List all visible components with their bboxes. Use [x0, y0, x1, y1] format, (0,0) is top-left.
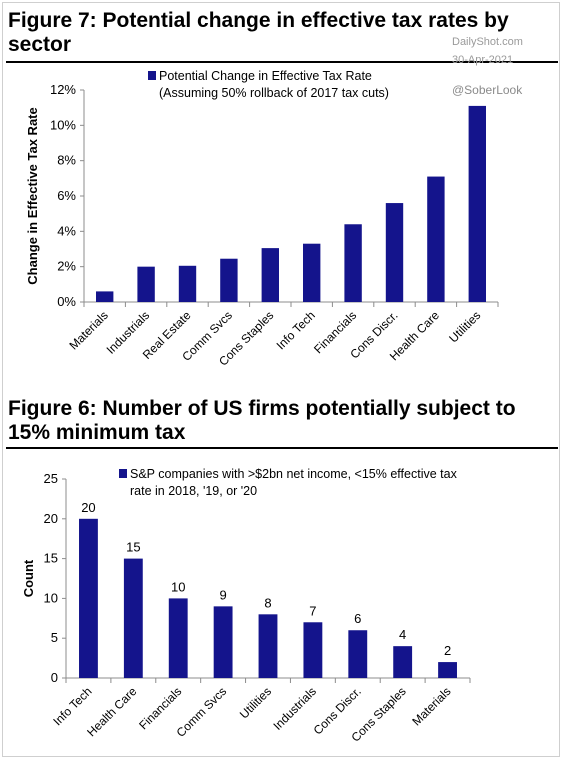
legend-text: rate in 2018, '19, or '20: [130, 484, 257, 498]
figure7-title-rule: [6, 61, 558, 63]
legend-text: S&P companies with >$2bn net income, <15…: [130, 467, 458, 481]
y-tick-label: 5: [51, 630, 58, 645]
y-axis-title: Count: [21, 559, 36, 597]
bar-industrials: [303, 622, 323, 678]
bar-comm-svcs: [213, 606, 233, 678]
y-tick-label: 0: [51, 670, 58, 685]
y-tick-label: 0%: [57, 294, 76, 309]
y-tick-label: 25: [44, 471, 58, 486]
y-tick-label: 10: [44, 590, 58, 605]
bar-cons-staples: [393, 646, 413, 678]
y-tick-label: 15: [44, 551, 58, 566]
y-tick-label: 20: [44, 511, 58, 526]
legend-text: (Assuming 50% rollback of 2017 tax cuts): [159, 86, 389, 100]
y-tick-label: 8%: [57, 153, 76, 168]
figure7-chart: 0%2%4%6%8%10%12%MaterialsIndustrialsReal…: [25, 69, 499, 369]
data-label: 2: [444, 643, 451, 658]
y-tick-label: 2%: [57, 259, 76, 274]
y-axis-title: Change in Effective Tax Rate: [25, 107, 40, 284]
data-label: 9: [219, 587, 226, 602]
category-label: Utilities: [237, 684, 274, 721]
bar-cons-discr-: [385, 203, 404, 302]
bar-materials: [438, 662, 457, 678]
bar-cons-discr-: [348, 630, 368, 678]
y-tick-label: 12%: [50, 82, 76, 97]
data-label: 20: [81, 500, 95, 515]
legend-swatch: [148, 71, 156, 80]
watermark-source: DailyShot.com: [452, 36, 523, 48]
bar-financials: [168, 598, 188, 678]
data-label: 4: [399, 627, 406, 642]
bar-cons-staples: [261, 248, 279, 302]
bar-financials: [344, 224, 362, 302]
bar-industrials: [137, 266, 155, 302]
bar-utilities: [258, 614, 278, 678]
bar-utilities: [468, 105, 486, 303]
y-tick-label: 10%: [50, 117, 76, 132]
legend-text: Potential Change in Effective Tax Rate: [159, 69, 372, 83]
category-label: Materials: [409, 684, 453, 728]
figure6-title-rule: [6, 447, 558, 449]
y-tick-label: 6%: [57, 188, 76, 203]
category-label: Utilities: [446, 308, 483, 345]
watermark-handle: @SoberLook: [452, 83, 523, 97]
bar-materials: [96, 291, 114, 302]
data-label: 15: [126, 540, 140, 555]
bar-info-tech: [303, 243, 321, 302]
bar-real-estate: [178, 265, 197, 302]
bar-health-care: [123, 558, 143, 678]
data-label: 8: [264, 595, 271, 610]
y-tick-label: 4%: [57, 223, 76, 238]
data-label: 10: [171, 579, 185, 594]
figure6-title: Figure 6: Number of US firms potentially…: [8, 397, 516, 444]
figure7-title: Figure 7: Potential change in effective …: [8, 9, 509, 56]
bar-info-tech: [79, 518, 98, 678]
legend-swatch: [119, 469, 127, 478]
bar-health-care: [427, 176, 445, 302]
bar-comm-svcs: [220, 258, 238, 302]
data-label: 6: [354, 611, 361, 626]
watermark-date: 30-Apr-2021: [452, 54, 514, 66]
category-label: Info Tech: [50, 684, 94, 728]
data-label: 7: [309, 603, 316, 618]
